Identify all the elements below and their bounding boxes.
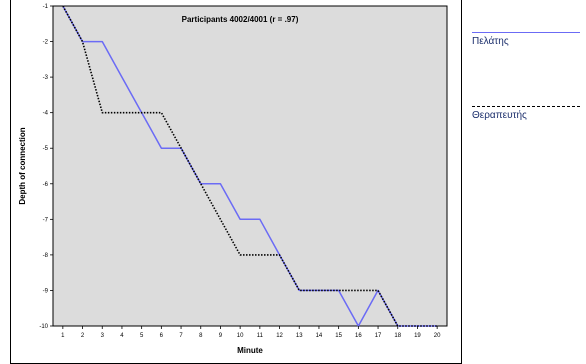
y-tick-label: -4 <box>43 111 49 117</box>
y-tick-label: -3 <box>43 75 49 81</box>
y-tick-label: -6 <box>43 182 49 188</box>
legend-label-therapist: Θεραπευτής <box>472 110 527 121</box>
x-tick-label: 15 <box>335 333 342 339</box>
series-line-client <box>62 5 438 327</box>
x-tick-label: 19 <box>414 333 421 339</box>
x-tick-label: 12 <box>276 333 283 339</box>
x-tick-label: 10 <box>237 333 244 339</box>
y-tick-label: -1 <box>43 4 49 10</box>
chart-title: Participants 4002/4001 (r = .97) <box>182 15 299 24</box>
y-tick-label: -2 <box>43 40 49 46</box>
x-tick-label: 1 <box>61 333 65 339</box>
x-tick-label: 4 <box>120 333 124 339</box>
legend-entry-therapist: Θεραπευτής <box>472 62 582 121</box>
x-tick-label: 8 <box>199 333 203 339</box>
x-tick-label: 2 <box>81 333 85 339</box>
x-axis-title: Minute <box>237 346 263 355</box>
x-tick-label: 9 <box>219 333 223 339</box>
x-tick-label: 7 <box>179 333 183 339</box>
x-tick-label: 11 <box>257 333 264 339</box>
x-tick-label: 18 <box>394 333 401 339</box>
legend-swatch-dotted <box>472 106 580 107</box>
x-tick-label: 16 <box>355 333 362 339</box>
y-tick-label: -7 <box>43 217 49 223</box>
line-chart: -1-2-3-4-5-6-7-8-9-101 2 3 4 5 6 7 8 9 10 11 12 13 14… <box>18 4 448 355</box>
series-line-therapist <box>62 5 438 327</box>
x-tick-label: 3 <box>101 333 105 339</box>
chart-frame: -1 -2 -3 -4 -5 -6 -7 -8 -9 -10 1 2 3 4 5 6 7 8 9 10 11 12 13 14… <box>10 0 462 364</box>
tick-layer: -1-2-3-4-5-6-7-8-9-101 2 3 4 5 6 7 8 9 10 11 12 13 14… <box>39 4 441 339</box>
x-tick-label: 17 <box>375 333 382 339</box>
y-tick-label: -5 <box>43 146 49 152</box>
y-tick-label: -10 <box>39 324 48 330</box>
x-tick-label: 20 <box>434 333 441 339</box>
y-tick-label: -9 <box>43 288 49 294</box>
x-tick-label: 13 <box>296 333 303 339</box>
x-tick-label: 5 <box>140 333 144 339</box>
plot-background <box>52 5 448 327</box>
x-tick-label: 14 <box>316 333 323 339</box>
legend-label-client: Πελάτης <box>472 36 509 47</box>
legend: Πελάτης Θεραπευτής <box>472 22 582 121</box>
legend-entry-client: Πελάτης <box>472 22 582 62</box>
plot-area <box>52 5 448 327</box>
x-tick-label: 6 <box>160 333 164 339</box>
series-layer <box>62 5 438 327</box>
legend-swatch-solid <box>472 32 580 33</box>
y-axis-title: Depth of connection <box>18 127 27 204</box>
y-tick-label: -8 <box>43 253 49 259</box>
